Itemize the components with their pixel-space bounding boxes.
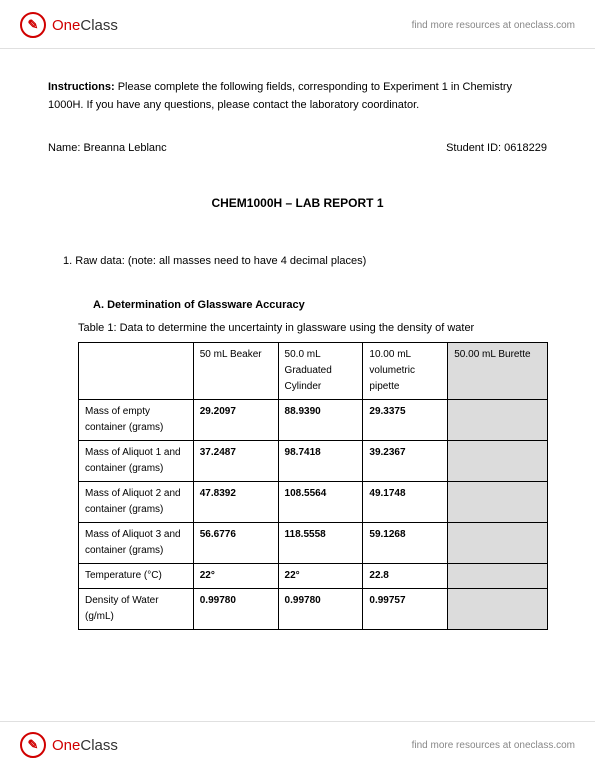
- pencil-icon: ✎: [20, 12, 46, 38]
- table-cell: 47.8392: [193, 481, 278, 522]
- table-cell: 22°: [193, 563, 278, 588]
- table-cell: 56.6776: [193, 522, 278, 563]
- table-cell: 29.2097: [193, 399, 278, 440]
- table-row: Mass of Aliquot 3 and container (grams)5…: [79, 522, 548, 563]
- name-label: Name:: [48, 142, 80, 154]
- table-cell: 49.1748: [363, 481, 448, 522]
- table-row: Mass of Aliquot 1 and container (grams)3…: [79, 440, 548, 481]
- table-caption: Table 1: Data to determine the uncertain…: [78, 320, 547, 338]
- table-cell: 22°: [278, 563, 363, 588]
- brand-logo: ✎ OneClass: [20, 12, 118, 38]
- brand-class: Class: [80, 17, 118, 34]
- report-title: CHEM1000H – LAB REPORT 1: [48, 194, 547, 213]
- table-row: Mass of empty container (grams)29.209788…: [79, 399, 548, 440]
- table-cell: 22.8: [363, 563, 448, 588]
- table-row: Density of Water (g/mL)0.997800.997800.9…: [79, 588, 548, 629]
- section-letter: A.: [93, 299, 104, 311]
- footer-bar: ✎ OneClass find more resources at onecla…: [0, 721, 595, 770]
- student-name: Name: Breanna Leblanc: [48, 140, 167, 158]
- row-label: Mass of Aliquot 1 and container (grams): [79, 440, 194, 481]
- table-cell: [448, 440, 548, 481]
- student-id: Student ID: 0618229: [446, 140, 547, 158]
- table-cell: [448, 481, 548, 522]
- instructions-text: Please complete the following fields, co…: [48, 81, 512, 111]
- row-label: Mass of empty container (grams): [79, 399, 194, 440]
- row-label: Temperature (°C): [79, 563, 194, 588]
- table-column-header: 50.0 mL Graduated Cylinder: [278, 342, 363, 399]
- footer-brand-one: One: [52, 737, 80, 754]
- header-bar: ✎ OneClass find more resources at onecla…: [0, 0, 595, 49]
- table-cell: 0.99757: [363, 588, 448, 629]
- table-cell: 39.2367: [363, 440, 448, 481]
- student-info-row: Name: Breanna Leblanc Student ID: 061822…: [48, 140, 547, 158]
- table-cell: 29.3375: [363, 399, 448, 440]
- section-title: Determination of Glassware Accuracy: [107, 299, 305, 311]
- student-id-value: 0618229: [504, 142, 547, 154]
- table-row: Mass of Aliquot 2 and container (grams)4…: [79, 481, 548, 522]
- brand-one: One: [52, 17, 80, 34]
- table-cell: [448, 563, 548, 588]
- table-cell: 0.99780: [193, 588, 278, 629]
- table-cell: [448, 399, 548, 440]
- table-header-row: 50 mL Beaker50.0 mL Graduated Cylinder10…: [79, 342, 548, 399]
- row-label: Mass of Aliquot 2 and container (grams): [79, 481, 194, 522]
- table-column-header: 50 mL Beaker: [193, 342, 278, 399]
- name-value: Breanna Leblanc: [83, 142, 166, 154]
- item-number: 1.: [63, 255, 72, 267]
- item-text: Raw data: (note: all masses need to have…: [75, 255, 366, 267]
- table-cell: 37.2487: [193, 440, 278, 481]
- footer-resources-link[interactable]: find more resources at oneclass.com: [412, 740, 575, 751]
- row-label: Density of Water (g/mL): [79, 588, 194, 629]
- footer-brand-name: OneClass: [52, 737, 118, 754]
- table-cell: 98.7418: [278, 440, 363, 481]
- table-cell: [448, 588, 548, 629]
- table-cell: 118.5558: [278, 522, 363, 563]
- table-cell: 108.5564: [278, 481, 363, 522]
- footer-brand-class: Class: [80, 737, 118, 754]
- table-row: Temperature (°C)22°22°22.8: [79, 563, 548, 588]
- table-column-header: 10.00 mL volumetric pipette: [363, 342, 448, 399]
- table-cell: 88.9390: [278, 399, 363, 440]
- brand-name: OneClass: [52, 17, 118, 34]
- instructions-paragraph: Instructions: Please complete the follow…: [48, 79, 547, 114]
- header-resources-link[interactable]: find more resources at oneclass.com: [412, 20, 575, 31]
- footer-brand-logo: ✎ OneClass: [20, 732, 118, 758]
- glassware-accuracy-table: 50 mL Beaker50.0 mL Graduated Cylinder10…: [78, 342, 548, 630]
- pencil-icon: ✎: [20, 732, 46, 758]
- document-body: Instructions: Please complete the follow…: [0, 49, 595, 640]
- table-cell: [448, 522, 548, 563]
- empty-corner-cell: [79, 342, 194, 399]
- row-label: Mass of Aliquot 3 and container (grams): [79, 522, 194, 563]
- raw-data-item: 1. Raw data: (note: all masses need to h…: [63, 253, 547, 271]
- section-heading: A. Determination of Glassware Accuracy: [93, 297, 547, 315]
- table-column-header: 50.00 mL Burette: [448, 342, 548, 399]
- table-cell: 59.1268: [363, 522, 448, 563]
- student-id-label: Student ID:: [446, 142, 501, 154]
- table-cell: 0.99780: [278, 588, 363, 629]
- instructions-label: Instructions:: [48, 81, 115, 93]
